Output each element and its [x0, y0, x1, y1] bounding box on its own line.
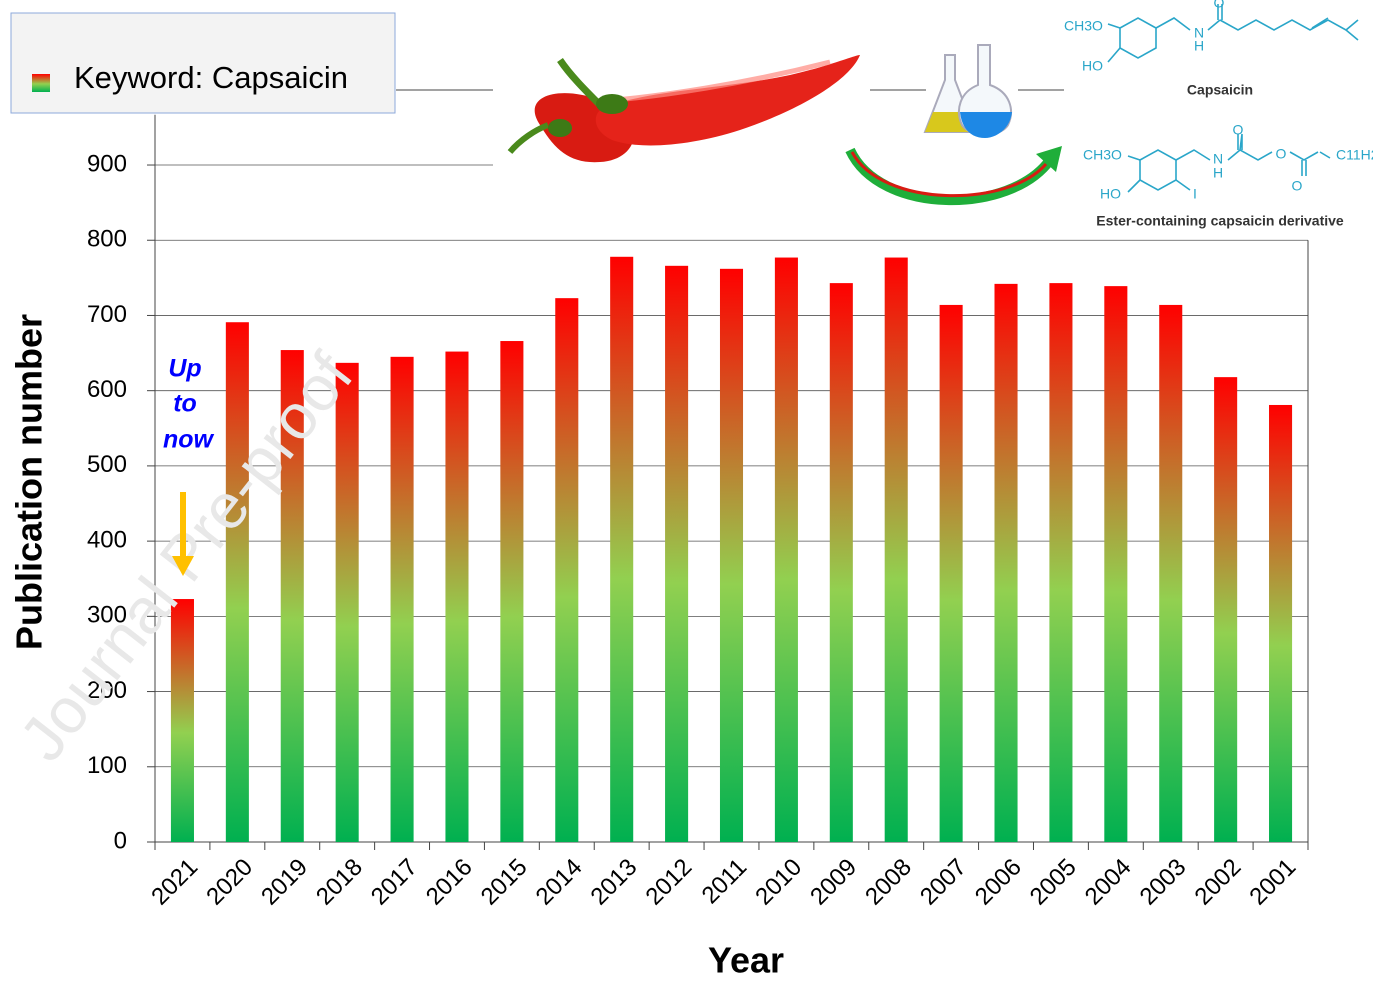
legend-swatch — [32, 74, 50, 92]
illustration — [396, 0, 1373, 236]
bar — [719, 268, 744, 842]
bar — [1159, 304, 1183, 842]
x-tick-label: 2020 — [201, 854, 258, 911]
atom-label: C11H23 — [1336, 147, 1373, 163]
legend: Keyword: Capsaicin — [10, 12, 396, 114]
structure-caption: Ester-containing capsaicin derivative — [1096, 213, 1344, 229]
atom-label: N — [1213, 151, 1223, 167]
atom-label: O — [1214, 0, 1225, 11]
bar — [500, 341, 524, 842]
bar — [445, 351, 469, 842]
flasks — [923, 44, 1012, 138]
y-tick-label: 400 — [87, 526, 127, 553]
atom-label: HO — [1100, 186, 1121, 202]
x-tick-label: 2013 — [586, 854, 643, 911]
x-tick-label: 2005 — [1025, 854, 1082, 911]
bar — [1104, 286, 1128, 842]
legend-label: Keyword: Capsaicin — [74, 60, 348, 95]
y-tick-label: 100 — [87, 752, 127, 779]
atom-label: H — [1213, 165, 1223, 181]
atom-label: H — [1194, 38, 1204, 54]
x-tick-label: 2002 — [1190, 854, 1247, 911]
annotation-line: now — [163, 426, 215, 454]
x-tick-label: 2003 — [1135, 854, 1192, 911]
x-tick-label: 2007 — [915, 854, 972, 911]
bar — [335, 362, 359, 842]
bar — [170, 599, 194, 842]
bar — [829, 283, 853, 843]
annotation-line: to — [173, 390, 197, 418]
atom-label: CH3O — [1064, 18, 1103, 34]
x-tick-label: 2021 — [146, 854, 203, 911]
x-tick-label: 2006 — [970, 854, 1027, 911]
bar — [939, 304, 963, 842]
legend-box — [10, 12, 396, 114]
reaction-arrow — [845, 146, 1062, 206]
bar — [1214, 377, 1238, 842]
chemical-structures — [1107, 4, 1359, 193]
atom-label: O — [1292, 178, 1303, 194]
atom-label: O — [1233, 122, 1244, 138]
x-tick-label: 2016 — [421, 854, 478, 911]
x-tick-label: 2004 — [1080, 854, 1137, 911]
atom-label: N — [1194, 25, 1204, 41]
x-tick-label: 2009 — [805, 854, 862, 911]
bar — [390, 356, 414, 842]
y-tick-label: 600 — [87, 376, 127, 403]
x-tick-label: 2018 — [311, 854, 368, 911]
annotation: Up to now — [163, 355, 215, 576]
bar — [280, 350, 304, 842]
x-tick-label: 2017 — [366, 854, 423, 911]
atom-label: O — [1276, 146, 1287, 162]
y-tick-label: 900 — [87, 150, 127, 177]
bar — [555, 298, 579, 842]
x-tick-label: 2010 — [750, 854, 807, 911]
y-tick-label: 500 — [87, 451, 127, 478]
x-tick-label: 2014 — [531, 854, 588, 911]
bar — [774, 257, 798, 842]
x-tick-label: 2011 — [697, 854, 753, 910]
atom-label: I — [1193, 186, 1197, 202]
y-tick-label: 700 — [87, 301, 127, 328]
y-tick-label: 0 — [114, 827, 127, 854]
structure-caption: Capsaicin — [1187, 82, 1253, 98]
x-axis-title: Year — [708, 940, 784, 981]
bar — [665, 265, 689, 842]
annotation-arrow-head — [172, 556, 194, 576]
bar — [1269, 404, 1293, 842]
bar — [994, 283, 1018, 842]
chili-peppers — [507, 55, 860, 163]
bar — [225, 322, 249, 842]
y-axis-title: Publication number — [9, 314, 50, 650]
annotation-line: Up — [168, 355, 201, 383]
y-tick-label: 800 — [87, 226, 127, 253]
y-tick-label: 300 — [87, 602, 127, 629]
atom-label: HO — [1082, 58, 1103, 74]
x-tick-label: 2012 — [640, 854, 697, 911]
bar — [1049, 283, 1073, 843]
y-tick-label: 200 — [87, 677, 127, 704]
x-tick-label: 2019 — [256, 854, 313, 911]
bar — [884, 257, 908, 842]
bar — [610, 256, 634, 842]
x-tick-label: 2001 — [1244, 854, 1301, 911]
bars — [170, 256, 1293, 843]
x-tick-label: 2008 — [860, 854, 917, 911]
atom-label: CH3O — [1083, 147, 1122, 163]
x-tick-label: 2015 — [476, 854, 533, 911]
